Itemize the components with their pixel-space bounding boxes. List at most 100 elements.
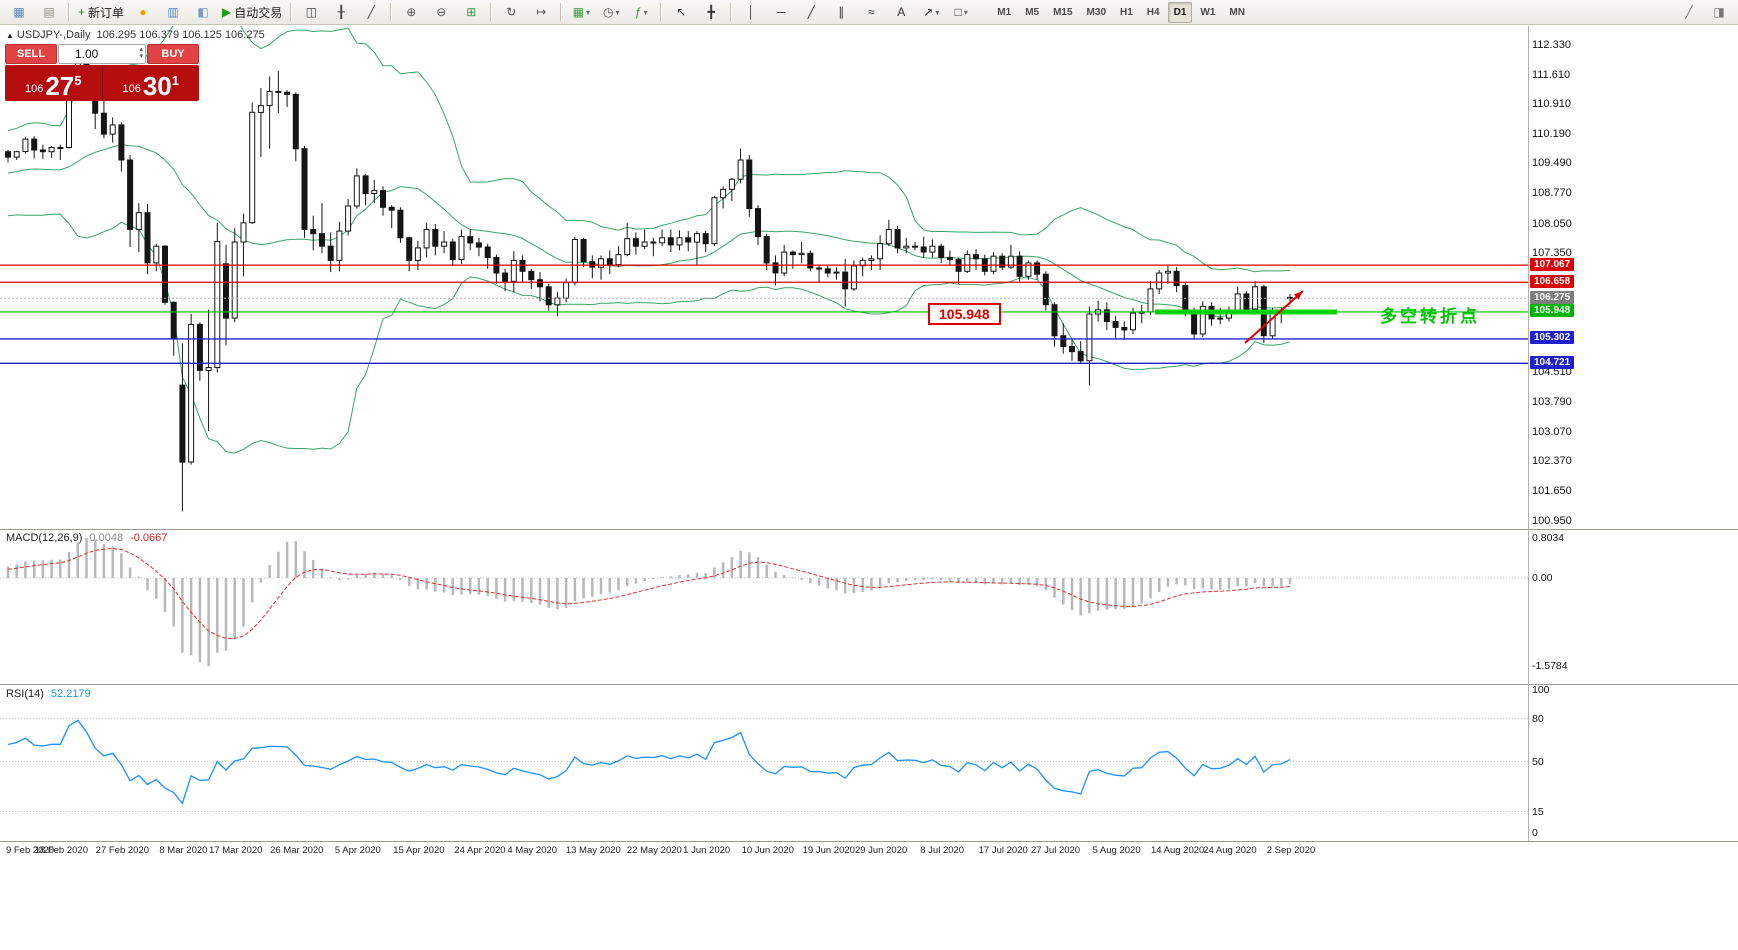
sell-price-figure: 106	[24, 83, 44, 95]
toolbar-separator	[490, 3, 493, 21]
timeframe-m15-button[interactable]: M15	[1053, 6, 1073, 18]
timeframe-h4-button[interactable]: H4	[1146, 6, 1160, 18]
trade-panel-divider	[101, 65, 103, 101]
date-axis-label: 24 Aug 2020	[1203, 845, 1257, 856]
new-chart-button[interactable]: ▦	[4, 1, 34, 23]
autotrading-button[interactable]: ▶ 自动交易	[218, 1, 286, 23]
macd-signal-value: -0.0667	[130, 532, 168, 544]
symbol-info: ▲ USDJPY-,Daily 106.295 106.379 106.125 10…	[6, 29, 265, 41]
date-axis-label: 10 Jun 2020	[741, 845, 794, 856]
panel-toggle-button[interactable]: ◨	[1704, 1, 1734, 23]
vertical-line-button[interactable]: │	[736, 1, 766, 23]
timeframe-h1-button[interactable]: H1	[1120, 6, 1133, 18]
profiles-icon: ▤	[43, 5, 55, 19]
spinner-up-icon[interactable]: ▴	[139, 46, 143, 53]
timeframe-m30-button[interactable]: M30	[1086, 6, 1106, 18]
line-chart-icon: ╱	[367, 5, 375, 19]
trend-arrow-line[interactable]	[1244, 290, 1304, 344]
bar-chart-icon: ◫	[305, 5, 317, 19]
date-axis-label: 8 Mar 2020	[159, 845, 208, 856]
pivot-annotation-text[interactable]: 多空转折点	[1380, 307, 1480, 326]
sell-price[interactable]: 106 27 5	[5, 65, 102, 101]
text-button[interactable]: A	[886, 1, 916, 23]
dropdown-caret-icon: ▾	[643, 7, 648, 17]
bar-chart-button[interactable]: ◫	[296, 1, 326, 23]
cursor-button[interactable]: ↖	[666, 1, 696, 23]
toolbar-separator	[560, 3, 563, 21]
indicators-button[interactable]: ƒ ▾	[626, 1, 656, 23]
strategy-tester-icon: ◧	[197, 5, 209, 19]
pencil-tool-button[interactable]: ╱	[1674, 1, 1704, 23]
date-axis-label: 4 May 2020	[507, 845, 558, 856]
main-chart[interactable]	[0, 26, 1738, 529]
spinner-down-icon[interactable]: ▾	[139, 53, 143, 60]
dropdown-caret-icon: ▾	[615, 7, 620, 17]
deposit-button[interactable]: ●	[128, 1, 158, 23]
toolbar-separator	[390, 3, 393, 21]
date-axis-label: 17 Mar 2020	[209, 845, 263, 856]
date-axis-label: 18 Feb 2020	[34, 845, 88, 856]
timeframe-d1-button[interactable]: D1	[1167, 1, 1193, 23]
macd-name: MACD(12,26,9)	[6, 532, 83, 544]
indicators-icon: ƒ	[634, 5, 642, 19]
channel-button[interactable]: ∥	[826, 1, 856, 23]
horizontal-line-button[interactable]: ─	[766, 1, 796, 23]
candlestick-chart-button[interactable]: ╂	[326, 1, 356, 23]
price-note-label[interactable]: 105.948	[928, 303, 1001, 325]
strategy-tester-button[interactable]: ◧	[188, 1, 218, 23]
panel-separator[interactable]	[0, 684, 1738, 685]
buy-button[interactable]: BUY	[147, 44, 199, 64]
fibonacci-button[interactable]: ≈	[856, 1, 886, 23]
date-axis-label: 27 Jul 2020	[1030, 845, 1081, 856]
date-axis-label: 8 Jul 2020	[920, 845, 965, 856]
rsi-indicator-panel[interactable]	[0, 685, 1738, 841]
zoom-in-button[interactable]: ⊕	[396, 1, 426, 23]
trendline-button[interactable]: ╱	[796, 1, 826, 23]
arrows-button[interactable]: ↗ ▾	[916, 1, 946, 23]
templates-button[interactable]: ▦ ▾	[566, 1, 596, 23]
coins-icon: ●	[139, 5, 147, 19]
date-axis-label: 9 Feb 2020	[5, 845, 55, 856]
volume-spinner[interactable]: ▴ ▾	[139, 46, 143, 60]
toolbar-buttons: ▦ ▤ + 新订单 ● ▥ ◧ ▶ 自动交易 ◫ ╂ ╱ ⊕ ⊖ ⊞ ↻ ↦ ▦ ▾ ◷ ▾ ƒ ▾ ↖ ╋ │ ─ ╱ ∥ ≈ A ↗ ▾ □ ▾	[4, 0, 976, 25]
timeframe-m1-button[interactable]: M1	[997, 6, 1012, 18]
data-window-button[interactable]: ▥	[158, 1, 188, 23]
new-chart-icon: ▦	[13, 5, 25, 19]
date-axis-label: 22 May 2020	[626, 845, 682, 856]
dropdown-caret-icon: ▾	[935, 7, 940, 17]
sell-button[interactable]: SELL	[5, 44, 57, 64]
dropdown-caret-icon: ▾	[963, 7, 968, 17]
fibonacci-icon: ≈	[867, 5, 875, 19]
buy-price-pips: 30	[142, 70, 172, 101]
macd-signal-line	[7, 548, 1291, 640]
volume-input[interactable]: 1.00 ▴ ▾	[58, 44, 146, 64]
timeframe-m5-button[interactable]: M5	[1025, 6, 1040, 18]
one-click-trade-panel: SELL 1.00 ▴ ▾ BUY 106 27 5 106 30 1	[5, 44, 199, 101]
new-order-button[interactable]: + 新订单	[74, 1, 128, 23]
date-axis-label: 29 Jun 2020	[854, 845, 908, 856]
horizontal-line-icon: ─	[777, 5, 786, 19]
profiles-button[interactable]: ▤	[34, 1, 64, 23]
date-axis-label: 17 Jul 2020	[978, 845, 1028, 856]
tile-windows-button[interactable]: ⊞	[456, 1, 486, 23]
timeframe-mn-button[interactable]: MN	[1229, 6, 1245, 18]
crosshair-button[interactable]: ╋	[696, 1, 726, 23]
crosshair-icon: ╋	[707, 5, 715, 19]
macd-indicator-panel[interactable]	[0, 530, 1738, 684]
bollinger-upper-band	[7, 26, 1291, 273]
line-chart-button[interactable]: ╱	[356, 1, 386, 23]
symbol-ohlc-values: 106.295 106.379 106.125 106.275	[96, 29, 265, 41]
timeframe-w1-button[interactable]: W1	[1200, 6, 1216, 18]
zoom-out-button[interactable]: ⊖	[426, 1, 456, 23]
shapes-button[interactable]: □ ▾	[946, 1, 976, 23]
date-axis-label: 1 Jun 2020	[683, 845, 731, 856]
periods-button[interactable]: ◷ ▾	[596, 1, 626, 23]
buy-price[interactable]: 106 30 1	[103, 65, 200, 101]
panel-separator[interactable]	[0, 529, 1738, 530]
date-axis-label: 15 Apr 2020	[393, 845, 445, 856]
vertical-line-icon: │	[747, 5, 756, 19]
sell-price-point: 5	[74, 73, 82, 88]
chart-shift-button[interactable]: ↦	[526, 1, 556, 23]
macd-value: 0.0048	[89, 532, 124, 544]
auto-scroll-button[interactable]: ↻	[496, 1, 526, 23]
